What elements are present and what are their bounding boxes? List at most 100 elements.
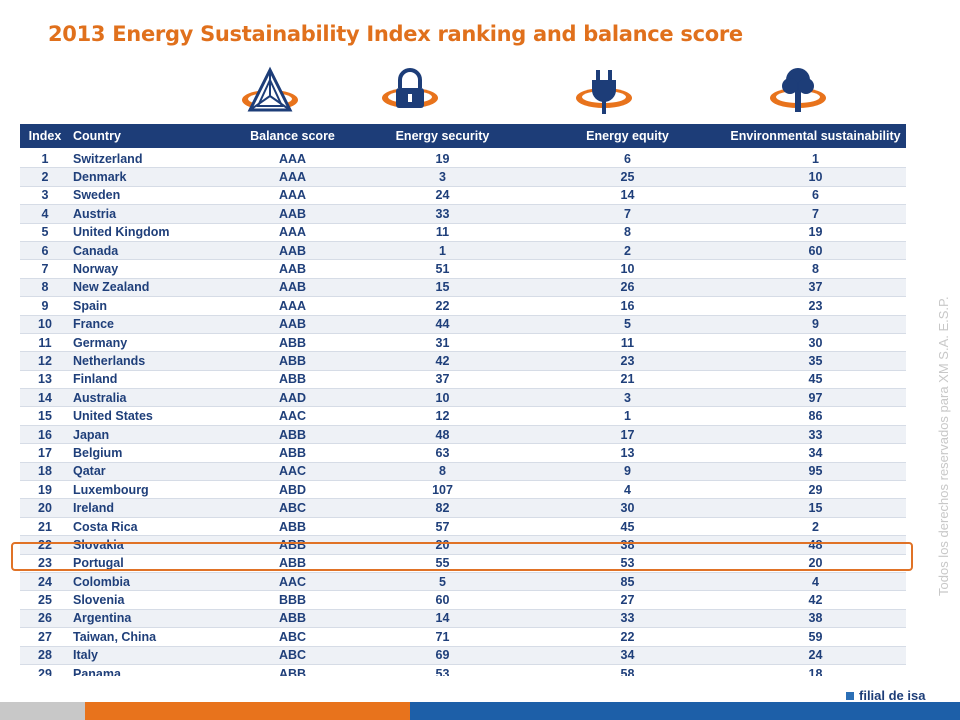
country-cell: Belgium [73,445,123,460]
index-cell: 28 [38,648,52,663]
energy-equity-cell: 23 [620,353,635,368]
country-cell: United Kingdom [73,225,170,240]
energy-equity-cell: 34 [620,648,635,663]
country-cell: Panama [73,666,121,676]
energy-equity-cell: 2 [624,243,631,258]
energy-security-cell: 82 [435,501,450,516]
energy-equity-cell: 30 [620,501,635,516]
energy-equity-cell: 14 [620,188,635,203]
balance-score-cell: AAA [278,225,307,240]
footer-bar-blue [410,702,960,720]
environmental-sustainability-cell: 42 [808,593,823,608]
energy-security-cell: 1 [439,243,446,258]
environmental-sustainability-cell: 23 [808,298,823,313]
balance-score-cell: AAC [278,464,307,479]
index-cell: 16 [38,427,52,442]
table-row: 4 Austria AAB 33 7 7 [20,205,906,224]
balance-score-cell: ABC [278,648,307,663]
company-logo: filial de isa [846,688,925,703]
balance-score-cell: BBB [278,593,307,608]
table-header: Index Country Balance score Energy secur… [20,124,906,150]
index-cell: 24 [38,574,52,589]
index-cell: 3 [41,188,49,203]
country-cell: Colombia [73,574,130,589]
environmental-sustainability-cell: 45 [808,372,823,387]
table-row: 3 Sweden AAA 24 14 6 [20,187,906,206]
energy-security-cell: 22 [435,298,450,313]
table-row: 24 Colombia AAC 5 85 4 [20,572,906,592]
balance-score-cell: ABB [278,372,307,387]
table-row: 15 United States AAC 12 1 86 [20,407,906,426]
index-cell: 25 [38,593,52,608]
table-row: 19 Luxembourg ABD 107 4 29 [20,481,906,500]
environmental-sustainability-cell: 2 [812,519,819,534]
index-cell: 2 [41,170,49,185]
table-row: 9 Spain AAA 22 16 23 [20,297,906,316]
country-cell: Denmark [73,170,127,185]
environmental-sustainability-cell: 1 [812,151,819,166]
balance-score-cell: ABD [278,482,307,497]
footer-bar-orange [85,702,410,720]
environmental-sustainability-cell: 60 [808,243,823,258]
balance-score-cell: ABB [278,666,307,676]
energy-equity-cell: 26 [620,280,635,295]
balance-score-cell: AAC [278,574,307,589]
balance-score-cell: ABC [278,629,307,644]
index-cell: 15 [38,409,52,424]
energy-equity-cell: 22 [620,629,635,644]
energy-security-cell: 55 [435,556,450,571]
country-cell: Norway [73,262,119,277]
table-row: 5 United Kingdom AAA 11 8 19 [20,224,906,242]
energy-security-cell: 69 [435,648,450,663]
environmental-sustainability-cell: 10 [808,170,823,185]
energy-security-cell: 71 [435,629,450,644]
index-cell: 22 [38,537,52,552]
index-cell: 5 [41,225,49,240]
table-row: 27 Taiwan, China ABC 71 22 59 [20,628,906,647]
index-cell: 26 [38,611,52,626]
environmental-sustainability-cell: 8 [812,262,819,277]
environmental-sustainability-cell: 15 [808,501,823,516]
environmental-sustainability-cell: 20 [808,556,823,571]
environmental-sustainability-cell: 24 [808,648,823,663]
energy-equity-cell: 6 [624,151,631,166]
balance-score-cell: ABC [278,501,307,516]
energy-equity-cell: 25 [620,170,635,185]
balance-score-cell: AAA [278,298,307,313]
logo-text: filial de isa [859,688,926,703]
balance-score-cell: ABB [278,537,307,552]
balance-score-cell: AAA [278,188,307,203]
balance-score-cell: AAA [278,170,307,185]
energy-equity-cell: 17 [620,427,635,442]
energy-security-cell: 24 [435,188,450,203]
energy-equity-cell: 5 [624,317,631,332]
balance-score-cell: ABB [278,445,307,460]
environmental-sustainability-cell: 37 [808,280,823,295]
energy-security-cell: 48 [435,427,450,442]
table-row: 1 Switzerland AAA 19 6 1 [20,150,906,169]
copyright-side-text: Todos los derechos reservados para XM S.… [936,296,951,596]
energy-security-cell: 60 [435,593,450,608]
table-row: 7 Norway AAB 51 10 8 [20,260,906,279]
table-row: 13 Finland ABB 37 21 45 [20,371,906,390]
index-cell: 17 [38,445,52,460]
country-cell: Slovenia [73,593,125,608]
table-row: 10 France AAB 44 5 9 [20,315,906,334]
country-cell: Luxembourg [73,482,149,497]
energy-security-cell: 3 [439,170,446,185]
country-cell: France [73,317,114,332]
table-row: 2 Denmark AAA 3 25 10 [20,168,906,187]
energy-equity-cell: 27 [620,593,635,608]
country-cell: Slovakia [73,537,124,552]
balance-score-cell: AAA [278,151,307,166]
table-row: 11 Germany ABB 31 11 30 [20,334,906,353]
country-cell: Spain [73,298,108,313]
energy-equity-cell: 85 [620,574,635,589]
index-cell: 4 [41,206,49,221]
balance-score-cell: AAB [278,243,307,258]
country-cell: Portugal [73,556,124,571]
country-cell: Sweden [73,188,121,203]
energy-security-cell: 42 [435,353,450,368]
energy-security-cell: 31 [435,335,450,350]
country-cell: United States [73,409,153,424]
